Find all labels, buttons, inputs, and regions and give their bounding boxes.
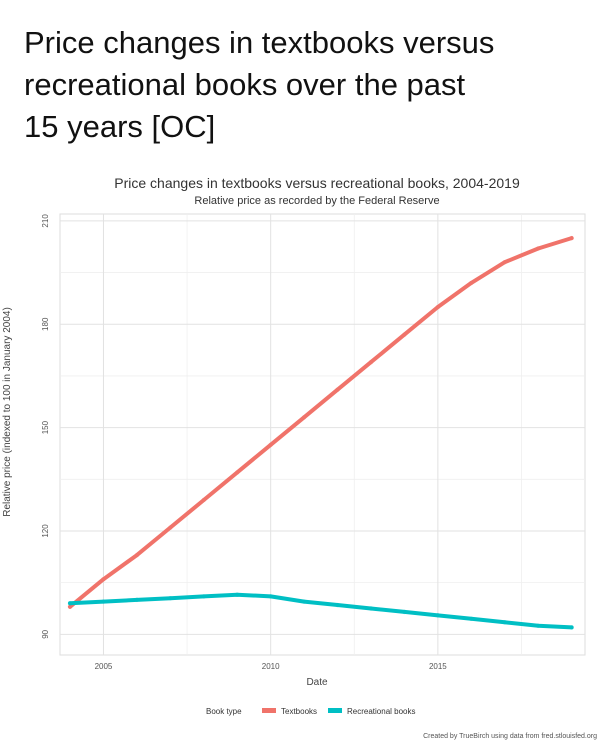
post-title: Price changes in textbooks versus recrea… (24, 22, 584, 148)
plot-background (59, 213, 586, 656)
y-tick-label: 210 (41, 214, 50, 228)
y-tick-label: 180 (41, 317, 50, 331)
legend-swatch-textbooks (262, 708, 276, 713)
y-tick-label: 90 (41, 629, 50, 638)
series-textbooks (67, 235, 574, 609)
chart-caption: Created by TrueBirch using data from fre… (423, 733, 597, 740)
legend: Book type Textbooks Recreational books (206, 707, 415, 716)
x-axis-ticks: 2005 2010 2015 (95, 662, 448, 671)
x-tick-label: 2005 (95, 662, 113, 671)
post-title-line: recreational books over the past (24, 67, 466, 102)
y-axis-title: Relative price (indexed to 100 in Januar… (2, 307, 13, 517)
chart-subtitle: Relative price as recorded by the Federa… (194, 195, 439, 207)
plot-area (59, 213, 586, 656)
series-recreational-books (67, 592, 574, 630)
legend-label-textbooks: Textbooks (281, 707, 317, 716)
x-axis-title: Date (306, 677, 328, 688)
line-chart: Price changes in textbooks versus recrea… (2, 175, 597, 740)
legend-label-recreational: Recreational books (347, 707, 415, 716)
y-axis-ticks: 90 120 150 180 210 (41, 214, 50, 639)
y-tick-label: 120 (41, 524, 50, 538)
x-tick-label: 2010 (262, 662, 280, 671)
series-line-recreational-books (68, 592, 574, 630)
post-title-line: Price changes in textbooks versus (24, 25, 495, 60)
legend-swatch-recreational (328, 708, 342, 713)
chart-title: Price changes in textbooks versus recrea… (114, 175, 520, 191)
series-line-textbooks (68, 236, 574, 609)
legend-title: Book type (206, 707, 242, 716)
post-title-line: 15 years [OC] (24, 109, 216, 144)
y-tick-label: 150 (41, 420, 50, 434)
x-tick-label: 2015 (429, 662, 447, 671)
